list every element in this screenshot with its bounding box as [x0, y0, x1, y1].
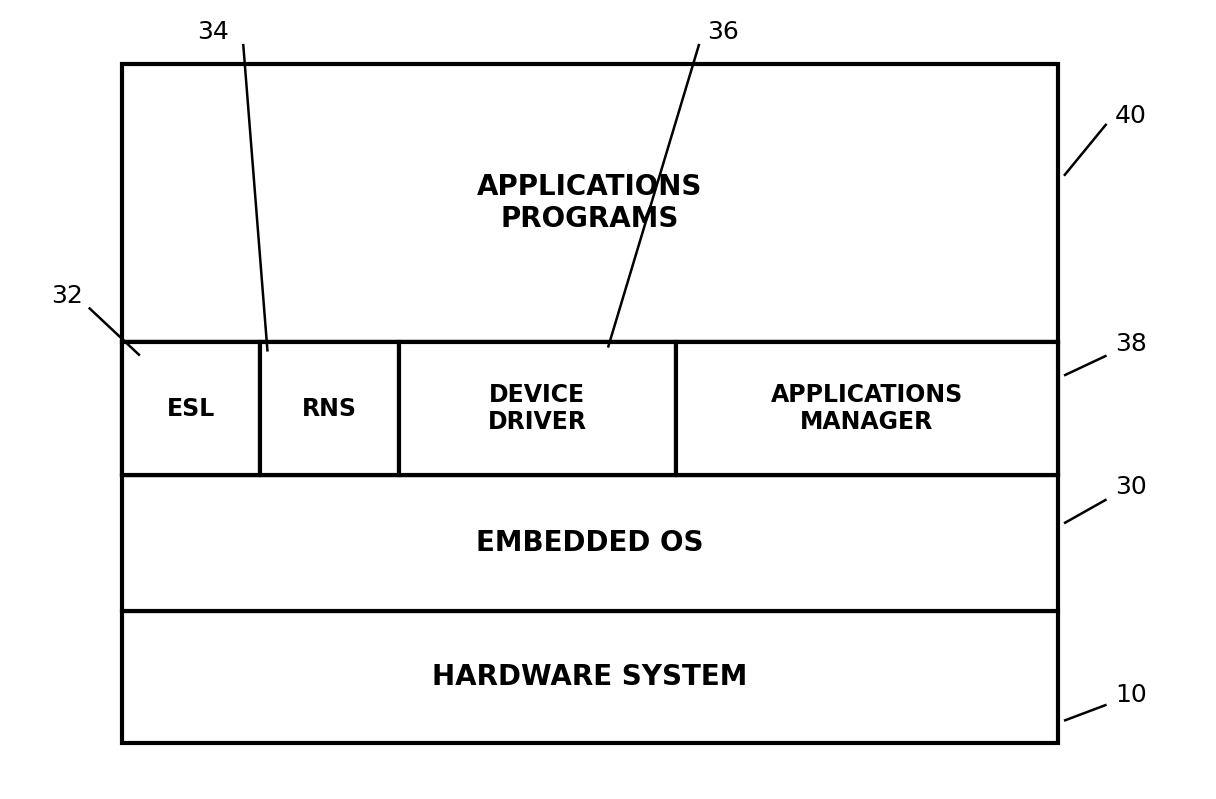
- Text: 38: 38: [1115, 332, 1147, 356]
- Text: ESL: ESL: [167, 396, 215, 420]
- Bar: [676, 342, 1058, 475]
- Text: 40: 40: [1115, 104, 1147, 128]
- Text: APPLICATIONS
MANAGER: APPLICATIONS MANAGER: [771, 383, 963, 435]
- Text: 34: 34: [197, 20, 229, 44]
- Text: APPLICATIONS
PROGRAMS: APPLICATIONS PROGRAMS: [477, 173, 703, 233]
- Text: DEVICE
DRIVER: DEVICE DRIVER: [488, 383, 587, 435]
- Bar: [122, 64, 1058, 342]
- Text: 10: 10: [1115, 683, 1147, 707]
- Bar: [122, 610, 1058, 743]
- Bar: [260, 342, 399, 475]
- Bar: [122, 342, 1058, 475]
- Bar: [399, 342, 676, 475]
- Text: HARDWARE SYSTEM: HARDWARE SYSTEM: [432, 663, 748, 691]
- Text: RNS: RNS: [302, 396, 358, 420]
- Bar: [122, 342, 260, 475]
- Text: EMBEDDED OS: EMBEDDED OS: [475, 529, 704, 557]
- Text: 36: 36: [708, 20, 739, 44]
- Text: 32: 32: [51, 284, 83, 308]
- Bar: [122, 475, 1058, 610]
- Text: 30: 30: [1115, 475, 1147, 499]
